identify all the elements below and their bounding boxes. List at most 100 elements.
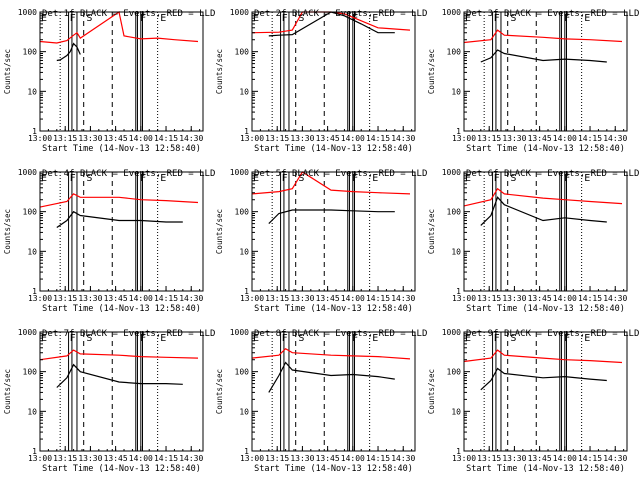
- x-tick-label: 13:00: [28, 454, 52, 463]
- series-events-line: [56, 363, 183, 388]
- band-label: E: [253, 13, 259, 24]
- x-tick-label: 13:15: [265, 134, 289, 143]
- y-tick-label: 100: [235, 368, 250, 377]
- band-label: F: [140, 13, 146, 24]
- band-label: S: [298, 173, 304, 184]
- x-tick-label: 14:30: [391, 134, 415, 143]
- band-label: E: [253, 333, 259, 344]
- x-tick-label: 13:45: [316, 454, 340, 463]
- band-label: E: [584, 333, 590, 344]
- x-tick-label: 13:45: [528, 294, 552, 303]
- series-lld-line: [463, 349, 623, 364]
- x-tick-label: 13:00: [240, 294, 264, 303]
- y-tick-label: 100: [23, 48, 38, 57]
- x-tick-label: 13:30: [502, 454, 526, 463]
- x-tick-label: 13:45: [104, 294, 128, 303]
- x-tick-label: 14:15: [154, 134, 178, 143]
- y-tick-label: 10: [239, 247, 249, 256]
- x-tick-label: 13:45: [104, 454, 128, 463]
- x-tick-label: 13:00: [240, 134, 264, 143]
- plot-frame: [39, 11, 204, 132]
- band-label: E: [372, 333, 378, 344]
- band-label: F: [140, 173, 146, 184]
- band-label: F: [352, 333, 358, 344]
- plot-frame: [463, 171, 628, 292]
- y-tick-label: 1: [244, 127, 249, 136]
- x-tick-label: 13:00: [452, 134, 476, 143]
- x-tick-label: 13:30: [78, 294, 102, 303]
- x-tick-label: 13:15: [477, 454, 501, 463]
- x-tick-label: 13:30: [290, 454, 314, 463]
- series-lld-line: [39, 349, 199, 361]
- x-tick-label: 14:00: [341, 134, 365, 143]
- panel-title: Det 4f BLACK = Events, RED = LLD: [42, 169, 215, 179]
- band-label: E: [160, 13, 166, 24]
- x-tick-label: 13:15: [53, 294, 77, 303]
- band-label: F: [494, 333, 500, 344]
- band-label: E: [584, 13, 590, 24]
- x-tick-label: 14:30: [603, 134, 627, 143]
- band-label: F: [282, 333, 288, 344]
- y-tick-label: 100: [23, 208, 38, 217]
- y-tick-label: 1000: [18, 168, 37, 177]
- x-tick-label: 14:00: [553, 294, 577, 303]
- band-label: E: [160, 333, 166, 344]
- y-tick-label: 1000: [230, 168, 249, 177]
- band-label: E: [41, 173, 47, 184]
- x-tick-label: 13:15: [53, 134, 77, 143]
- y-tick-label: 100: [447, 208, 462, 217]
- plot-frame: [251, 11, 416, 132]
- band-label: F: [564, 173, 570, 184]
- panel-title: Det 5f BLACK = Events, RED = LLD: [254, 169, 427, 179]
- band-label: E: [41, 333, 47, 344]
- y-axis-label: Counts/sec: [3, 209, 12, 254]
- x-tick-label: 14:30: [603, 454, 627, 463]
- x-tick-label: 14:15: [366, 134, 390, 143]
- panel-title: Det 2f BLACK = Events, RED = LLD: [254, 9, 427, 19]
- y-tick-label: 1000: [442, 168, 461, 177]
- band-label: F: [282, 173, 288, 184]
- band-label: E: [465, 173, 471, 184]
- x-tick-label: 13:15: [265, 294, 289, 303]
- plot-frame: [39, 171, 204, 292]
- x-tick-label: 13:30: [290, 134, 314, 143]
- band-label: S: [510, 333, 516, 344]
- x-tick-label: 13:15: [53, 454, 77, 463]
- series-lld-line: [39, 193, 199, 208]
- y-tick-label: 100: [23, 368, 38, 377]
- panel-title: Det 6f BLACK = Events, RED = LLD: [466, 169, 639, 179]
- y-tick-label: 1: [244, 287, 249, 296]
- y-axis-label: Counts/sec: [427, 49, 436, 94]
- band-label: F: [494, 13, 500, 24]
- x-tick-label: 13:45: [528, 454, 552, 463]
- band-label: E: [465, 333, 471, 344]
- x-tick-label: 14:30: [179, 454, 203, 463]
- y-tick-label: 1000: [442, 8, 461, 17]
- plot-frame: [463, 331, 628, 452]
- y-tick-label: 1: [32, 447, 37, 456]
- x-tick-label: 14:15: [578, 454, 602, 463]
- x-axis-label: Start Time (14-Nov-13 12:58:40): [42, 304, 201, 314]
- x-axis-label: Start Time (14-Nov-13 12:58:40): [254, 144, 413, 154]
- panel-title: Det 1f BLACK = Events, RED = LLD: [42, 9, 215, 19]
- series-events-line: [480, 196, 607, 226]
- x-tick-label: 14:00: [129, 294, 153, 303]
- y-tick-label: 10: [239, 87, 249, 96]
- x-tick-label: 13:15: [477, 294, 501, 303]
- band-label: F: [352, 173, 358, 184]
- band-label: E: [372, 13, 378, 24]
- band-label: S: [298, 333, 304, 344]
- x-tick-label: 13:30: [290, 294, 314, 303]
- x-axis-label: Start Time (14-Nov-13 12:58:40): [466, 144, 625, 154]
- x-tick-label: 13:00: [240, 454, 264, 463]
- band-label: S: [86, 333, 92, 344]
- x-tick-label: 13:45: [316, 294, 340, 303]
- band-label: S: [298, 13, 304, 24]
- x-tick-label: 13:30: [502, 294, 526, 303]
- y-tick-label: 10: [27, 87, 37, 96]
- band-label: E: [41, 13, 47, 24]
